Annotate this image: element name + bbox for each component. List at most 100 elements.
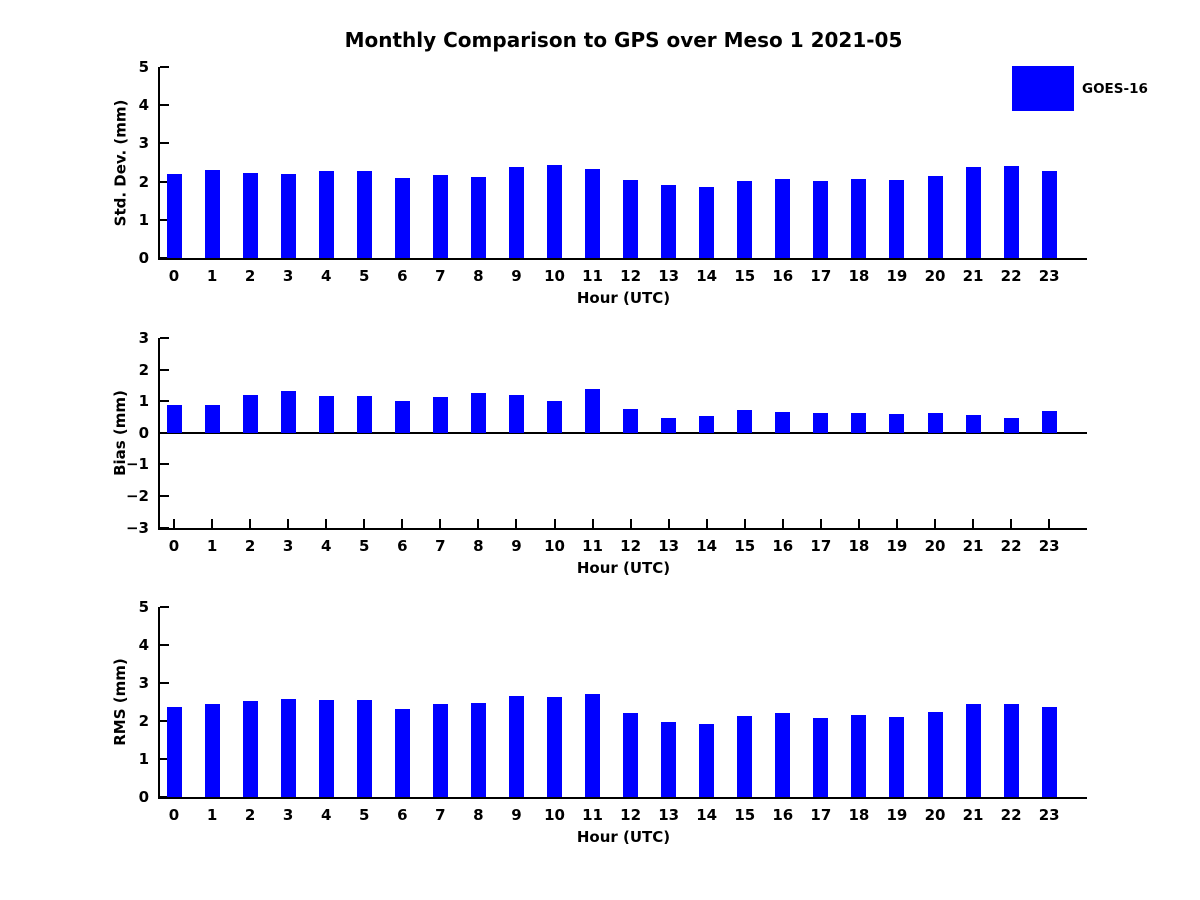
y-tick-label: 5: [138, 598, 149, 616]
bar: [585, 388, 601, 433]
x-tick-label: 15: [734, 806, 756, 824]
bar: [394, 708, 410, 797]
x-tick-label: 18: [848, 806, 870, 824]
y-tick-label: 4: [138, 96, 149, 115]
x-tick-label: 0: [168, 806, 180, 824]
bar: [547, 400, 562, 433]
y-tick-label: 0: [138, 249, 149, 267]
y-tick-label: 3: [138, 329, 149, 347]
bar: [356, 396, 372, 433]
bar: [889, 180, 905, 258]
x-tick-label: 5: [359, 806, 370, 824]
bar: [699, 723, 715, 797]
bar: [204, 703, 220, 797]
bar: [737, 410, 753, 433]
x-tick-label: 2: [244, 806, 256, 824]
y-axis-label: RMS (mm): [111, 658, 129, 746]
x-tick: [667, 518, 670, 528]
x-tick-label: 14: [696, 536, 718, 555]
bar: [547, 697, 562, 797]
y-tick: [160, 758, 169, 760]
y-tick: [160, 796, 169, 798]
bar: [547, 165, 562, 258]
x-tick-label: 18: [848, 267, 870, 285]
y-tick-label: 1: [138, 750, 149, 768]
x-axis-label: Hour (UTC): [576, 558, 671, 577]
x-tick: [515, 518, 518, 528]
x-tick: [173, 518, 175, 528]
bar: [166, 405, 182, 433]
x-tick-label: 23: [1038, 536, 1060, 555]
bar: [432, 703, 448, 797]
zero-line: [160, 431, 1087, 434]
bar: [470, 177, 486, 258]
x-tick: [972, 518, 975, 528]
bar: [737, 181, 753, 258]
x-tick-label: 5: [359, 267, 370, 285]
y-tick-label: 3: [138, 134, 149, 153]
bar: [1041, 411, 1057, 433]
y-tick: [160, 368, 169, 371]
x-tick-label: 16: [772, 536, 794, 555]
y-tick-label: 0: [138, 788, 149, 806]
x-tick-label: 16: [772, 267, 794, 285]
bar: [775, 179, 791, 258]
bar: [661, 722, 677, 797]
x-tick-label: 1: [206, 536, 218, 555]
bar: [280, 390, 296, 433]
bar: [585, 693, 601, 797]
x-tick-label: 6: [397, 536, 408, 555]
bar: [432, 175, 448, 258]
bar: [965, 167, 981, 258]
y-tick: [160, 463, 169, 466]
x-axis-label: Hour (UTC): [576, 289, 671, 307]
y-tick: [160, 218, 169, 221]
x-tick-label: 12: [620, 806, 642, 824]
x-tick: [249, 518, 252, 528]
x-tick-label: 13: [658, 806, 680, 824]
x-tick-label: 13: [658, 536, 680, 555]
x-tick-label: 22: [1000, 536, 1022, 555]
bar: [508, 394, 524, 433]
x-tick-label: 6: [397, 806, 408, 824]
bar: [470, 392, 486, 433]
x-tick: [743, 518, 746, 528]
x-tick: [287, 518, 290, 528]
bar: [280, 698, 296, 797]
x-tick-label: 21: [962, 267, 984, 285]
bar: [965, 415, 981, 433]
x-tick-label: 9: [511, 536, 522, 555]
bar: [432, 396, 448, 433]
bar: [242, 395, 258, 433]
x-tick: [325, 518, 328, 528]
x-tick-label: 14: [696, 806, 718, 824]
bar: [813, 717, 829, 797]
bar: [623, 180, 639, 258]
bar: [1003, 703, 1019, 797]
bar: [356, 171, 372, 258]
bar: [318, 171, 334, 258]
x-tick-label: 1: [206, 267, 218, 285]
y-tick-label: 0: [138, 423, 149, 442]
y-tick: [160, 142, 169, 145]
y-axis-spine: [158, 67, 160, 260]
x-tick-label: 19: [886, 806, 908, 824]
x-tick: [553, 518, 556, 528]
y-tick: [160, 720, 169, 722]
x-tick-label: 15: [734, 536, 756, 555]
x-tick: [705, 518, 708, 528]
bar: [242, 173, 258, 258]
y-tick-label: 1: [138, 392, 149, 411]
y-tick-label: −1: [125, 455, 149, 474]
y-tick: [160, 682, 169, 684]
x-tick-label: 5: [359, 536, 370, 555]
bar: [394, 178, 410, 258]
x-tick-label: 20: [924, 806, 946, 824]
figure-title: Monthly Comparison to GPS over Meso 1 20…: [344, 28, 903, 52]
y-tick: [160, 400, 169, 403]
x-tick-label: 6: [397, 267, 408, 285]
x-axis-spine: [158, 797, 1087, 799]
bar: [813, 181, 829, 258]
bar: [889, 414, 905, 433]
